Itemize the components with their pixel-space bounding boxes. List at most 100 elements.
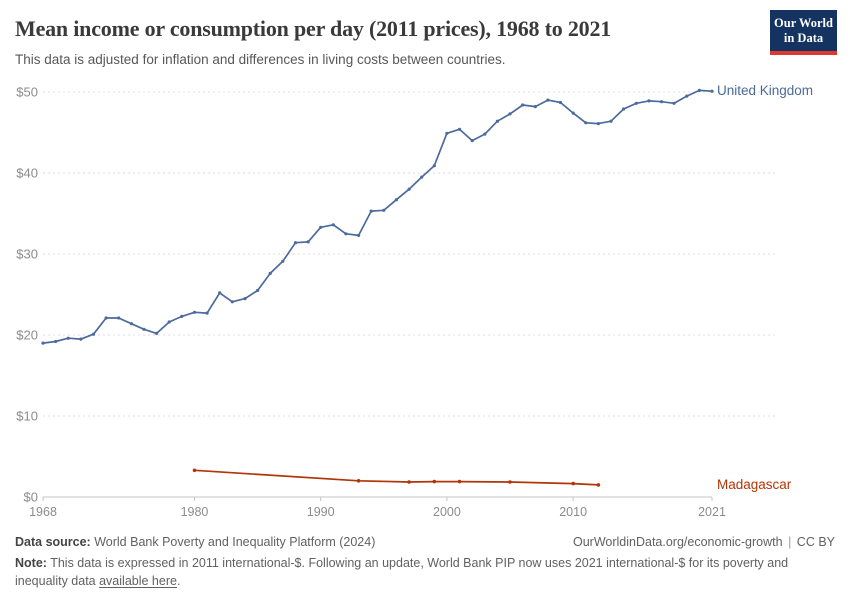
y-tick-label: $0: [24, 490, 38, 505]
data-point[interactable]: [546, 98, 550, 102]
y-tick-label: $20: [16, 328, 38, 343]
owid-logo-line2: in Data: [783, 30, 824, 45]
data-point[interactable]: [685, 94, 689, 98]
x-axis: 1968 1980 1990 2000 2010 2021: [29, 497, 726, 519]
data-point[interactable]: [306, 240, 310, 244]
note-line: Note: This data is expressed in 2011 int…: [15, 554, 835, 590]
data-point[interactable]: [697, 88, 702, 92]
owid-url-link[interactable]: OurWorldinData.org/economic-growth: [573, 535, 783, 549]
license-label: CC BY: [796, 535, 835, 549]
data-point[interactable]: [180, 314, 184, 318]
series-line-madagascar[interactable]: [193, 469, 600, 486]
data-point[interactable]: [558, 100, 563, 105]
x-tick-label: 2021: [698, 505, 726, 519]
data-point[interactable]: [596, 122, 601, 126]
data-point[interactable]: [571, 481, 575, 486]
data-point[interactable]: [54, 339, 58, 344]
data-point[interactable]: [622, 107, 626, 111]
data-source-label: Data source:: [15, 535, 91, 549]
data-point[interactable]: [596, 483, 601, 487]
series-line-united-kingdom[interactable]: [42, 89, 713, 344]
data-point[interactable]: [344, 232, 348, 236]
data-point[interactable]: [293, 241, 298, 245]
data-point[interactable]: [155, 331, 159, 335]
series-end-label-madagascar[interactable]: Madagascar: [717, 477, 792, 492]
data-point[interactable]: [331, 223, 335, 227]
data-point[interactable]: [394, 198, 398, 202]
attribution-line: OurWorldinData.org/economic-growth | CC …: [573, 533, 835, 551]
data-point[interactable]: [508, 112, 512, 116]
x-tick-label: 1980: [181, 505, 209, 519]
series-united-kingdom[interactable]: United Kingdom: [41, 83, 813, 345]
attribution-separator: |: [788, 535, 792, 549]
data-point[interactable]: [357, 233, 361, 237]
data-point[interactable]: [79, 337, 83, 341]
data-source-line: Data source: World Bank Poverty and Ineq…: [15, 533, 375, 551]
data-point[interactable]: [256, 288, 260, 293]
note-text: This data is expressed in 2011 internati…: [15, 556, 789, 589]
data-point[interactable]: [470, 139, 474, 143]
data-point[interactable]: [243, 297, 247, 301]
data-point[interactable]: [382, 208, 386, 212]
line-chart-canvas[interactable]: $0 $10 $20 $30 $40 $50 1968 1980 1990 2000 2010 202…: [0, 0, 850, 530]
data-point[interactable]: [634, 101, 638, 105]
data-point[interactable]: [167, 320, 171, 324]
owid-logo-line1: Our World: [774, 15, 833, 30]
page-title: Mean income or consumption per day (2011…: [15, 16, 612, 41]
note-label: Note:: [15, 556, 47, 571]
data-point[interactable]: [230, 300, 234, 304]
data-point[interactable]: [483, 132, 487, 136]
data-point[interactable]: [420, 175, 424, 179]
data-point[interactable]: [142, 327, 146, 331]
data-point[interactable]: [281, 259, 285, 263]
data-point[interactable]: [672, 101, 676, 105]
data-point[interactable]: [432, 164, 436, 168]
y-tick-label: $40: [16, 166, 38, 181]
owid-logo: Our World in Data: [770, 10, 837, 55]
data-point[interactable]: [218, 291, 222, 295]
y-tick-label: $30: [16, 247, 38, 262]
data-point[interactable]: [192, 310, 197, 314]
data-source-text: World Bank Poverty and Inequality Platfo…: [94, 535, 376, 549]
available-here-link[interactable]: available here: [99, 574, 177, 589]
data-point[interactable]: [369, 209, 373, 213]
data-point[interactable]: [457, 127, 462, 131]
series-madagascar[interactable]: Madagascar: [192, 468, 792, 492]
data-point[interactable]: [609, 119, 613, 123]
series-end-label-united-kingdom[interactable]: United Kingdom: [717, 83, 813, 98]
y-tick-label: $50: [16, 85, 38, 100]
data-point[interactable]: [432, 479, 437, 484]
data-point[interactable]: [407, 187, 411, 191]
data-point[interactable]: [710, 89, 714, 93]
data-point[interactable]: [495, 119, 499, 123]
data-point[interactable]: [533, 105, 537, 109]
data-point[interactable]: [407, 480, 411, 484]
data-point[interactable]: [356, 479, 361, 483]
data-point[interactable]: [129, 322, 133, 326]
y-tick-label: $10: [16, 409, 38, 424]
data-point[interactable]: [91, 332, 96, 336]
note-suffix: .: [176, 574, 181, 589]
data-point[interactable]: [117, 316, 121, 320]
data-point[interactable]: [104, 316, 108, 320]
data-point[interactable]: [508, 480, 512, 484]
data-point[interactable]: [457, 479, 462, 484]
data-point[interactable]: [205, 311, 209, 315]
data-point[interactable]: [268, 271, 272, 275]
data-point[interactable]: [647, 99, 651, 103]
data-point[interactable]: [571, 111, 575, 115]
data-point[interactable]: [584, 121, 588, 125]
data-point[interactable]: [319, 225, 323, 229]
x-tick-label: 2000: [433, 505, 461, 519]
x-tick-label: 1968: [29, 505, 57, 519]
gridlines: $0 $10 $20 $30 $40 $50: [16, 85, 775, 505]
data-point[interactable]: [445, 131, 449, 135]
data-point[interactable]: [521, 103, 525, 107]
chart-subtitle: This data is adjusted for inflation and …: [15, 52, 506, 67]
data-point[interactable]: [41, 341, 45, 345]
data-point[interactable]: [659, 100, 664, 104]
data-point[interactable]: [192, 468, 197, 473]
data-point[interactable]: [66, 336, 70, 340]
x-tick-label: 1990: [307, 505, 335, 519]
